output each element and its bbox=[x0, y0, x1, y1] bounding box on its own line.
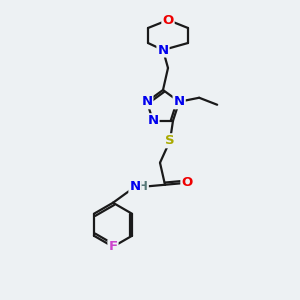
Text: N: N bbox=[129, 180, 141, 193]
Text: F: F bbox=[108, 240, 118, 253]
Text: H: H bbox=[138, 180, 148, 193]
Text: O: O bbox=[182, 176, 193, 189]
Text: N: N bbox=[174, 95, 185, 108]
Text: N: N bbox=[141, 95, 152, 108]
Text: S: S bbox=[165, 134, 175, 147]
Text: N: N bbox=[147, 114, 159, 127]
Text: N: N bbox=[158, 44, 169, 56]
Text: O: O bbox=[162, 14, 174, 26]
